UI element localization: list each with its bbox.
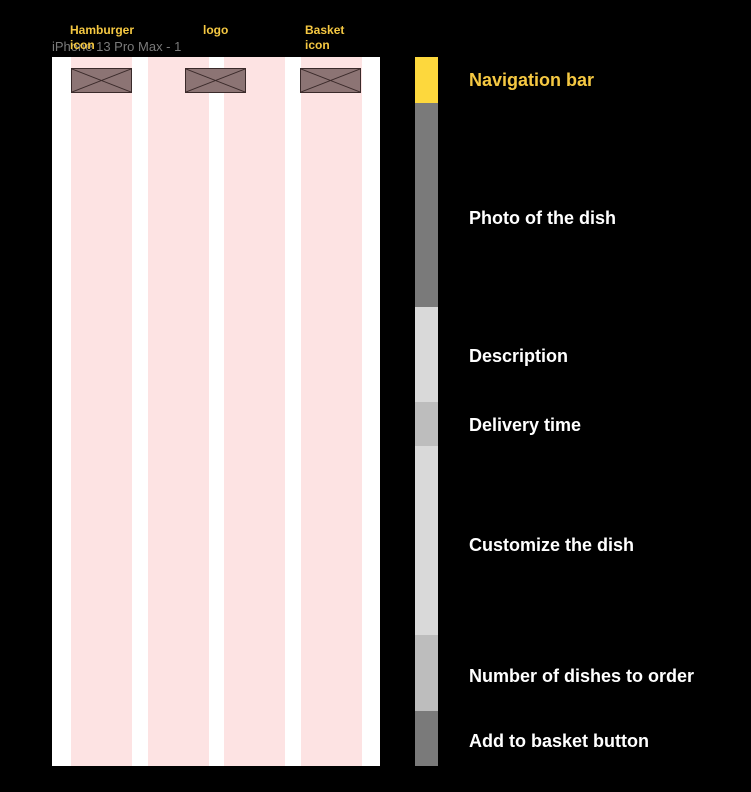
section-label-delivery: Delivery time — [469, 415, 582, 435]
delivery-segment — [415, 402, 438, 446]
annotation-line: logo — [203, 23, 229, 37]
basket-icon-placeholder[interactable] — [300, 68, 361, 93]
basket-icon-annotation: Basket icon — [305, 23, 344, 53]
section-label-add-to-basket: Add to basket button — [469, 731, 649, 751]
annotation-line: icon — [305, 38, 330, 52]
section-label-customize: Customize the dish — [469, 535, 635, 555]
number-segment — [415, 635, 438, 711]
section-label-number: Number of dishes to order — [469, 666, 695, 686]
annotation-line: Hamburger — [70, 23, 135, 37]
section-label-photo: Photo of the dish — [469, 208, 616, 228]
image-placeholder-icon — [301, 69, 360, 92]
frame-name-label: iPhone 13 Pro Max - 1 — [52, 39, 182, 54]
nav-segment — [415, 57, 438, 103]
section-label-navigation: Navigation bar — [469, 70, 595, 90]
image-placeholder-icon — [72, 69, 131, 92]
hamburger-icon-placeholder[interactable] — [71, 68, 132, 93]
hamburger-icon-annotation: Hamburger icon — [70, 23, 134, 53]
layout-grid-column — [301, 57, 362, 766]
photo-segment — [415, 103, 438, 307]
phone-wireframe — [52, 57, 380, 766]
section-label-description: Description — [469, 346, 569, 366]
layout-grid-column — [224, 57, 285, 766]
description-segment — [415, 307, 438, 402]
add-segment — [415, 711, 438, 766]
logo-placeholder[interactable] — [185, 68, 246, 93]
annotation-line: icon — [70, 38, 95, 52]
customize-segment — [415, 446, 438, 635]
logo-annotation: logo — [203, 23, 228, 38]
image-placeholder-icon — [186, 69, 245, 92]
annotation-line: Basket — [305, 23, 345, 37]
section-legend-bar — [415, 57, 438, 766]
layout-grid-column — [71, 57, 132, 766]
layout-grid-column — [148, 57, 209, 766]
